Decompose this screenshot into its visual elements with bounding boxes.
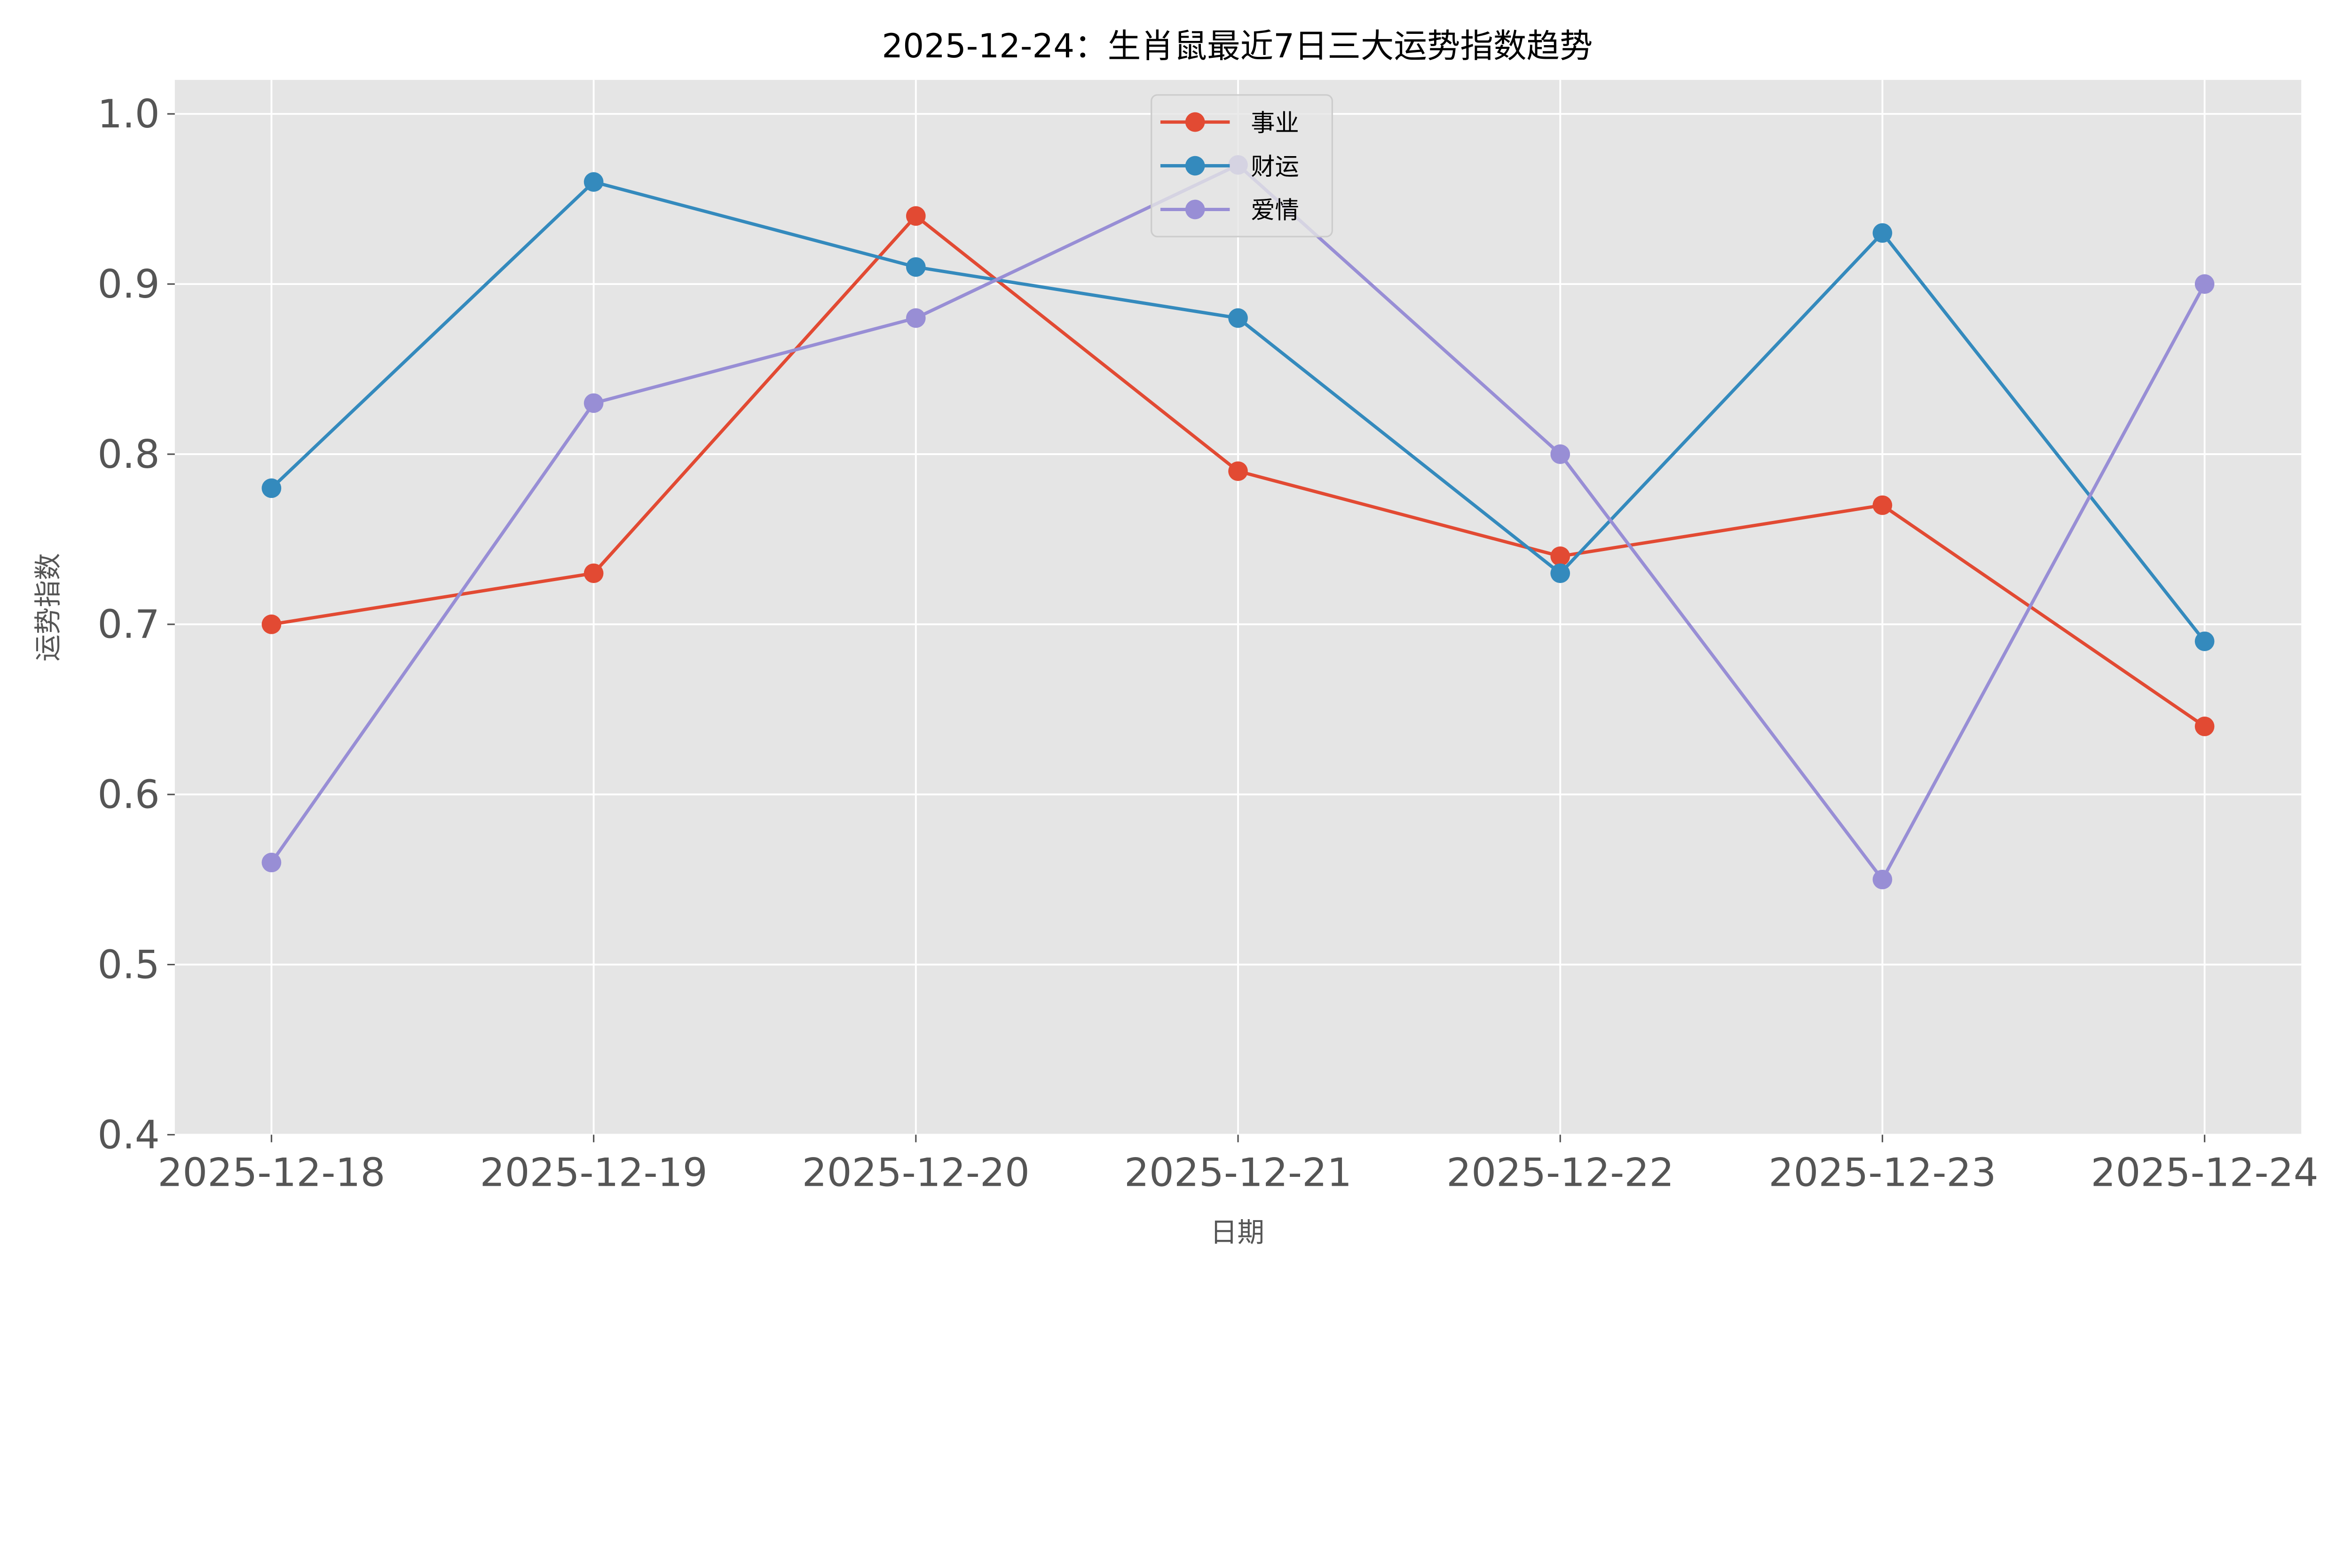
x-tick-label: 2025-12-23 xyxy=(1768,1150,1996,1195)
y-tick-label: 0.8 xyxy=(97,432,160,477)
data-point xyxy=(1872,495,1893,515)
x-tick-labels: 2025-12-18 2025-12-19 2025-12-20 2025-12-21… xyxy=(158,1135,2319,1195)
chart-title: 2025-12-24：生肖鼠最近7日三大运势指数趋势 xyxy=(882,27,1593,65)
data-point xyxy=(2194,631,2215,651)
series-1 xyxy=(261,172,2215,651)
data-point xyxy=(584,172,604,192)
line-chart: 2025-12-24：生肖鼠最近7日三大运势指数趋势 2025-12-18 202… xyxy=(32,27,2319,1248)
x-tick-label: 2025-12-19 xyxy=(480,1150,707,1195)
x-tick-label: 2025-12-21 xyxy=(1124,1150,1352,1195)
series-0 xyxy=(261,206,2215,736)
legend-marker xyxy=(1185,112,1205,132)
x-tick-label: 2025-12-20 xyxy=(802,1150,1030,1195)
y-tick-labels: 0.4 0.5 0.6 0.7 0.8 0.9 1.0 xyxy=(97,91,175,1158)
legend-marker xyxy=(1185,199,1205,220)
data-point xyxy=(1550,546,1570,566)
data-point xyxy=(906,206,926,226)
legend-label: 财运 xyxy=(1251,153,1299,181)
data-point xyxy=(261,478,282,498)
data-point xyxy=(2194,274,2215,294)
y-axis-label: 运势指数 xyxy=(32,553,64,662)
x-tick-label: 2025-12-22 xyxy=(1446,1150,1674,1195)
legend-label: 爱情 xyxy=(1251,197,1299,225)
x-axis-label: 日期 xyxy=(1210,1216,1264,1248)
data-point xyxy=(261,852,282,873)
data-point xyxy=(261,615,282,634)
data-point xyxy=(906,257,926,277)
y-tick-label: 0.7 xyxy=(97,602,160,647)
x-tick-label: 2025-12-18 xyxy=(158,1150,385,1195)
data-point xyxy=(2194,717,2215,736)
y-tick-label: 0.4 xyxy=(97,1112,160,1158)
legend-marker xyxy=(1185,156,1205,176)
data-point xyxy=(1872,223,1893,243)
x-tick-label: 2025-12-24 xyxy=(2091,1150,2319,1195)
legend-label: 事业 xyxy=(1251,109,1299,137)
data-point xyxy=(584,393,604,413)
data-point xyxy=(584,563,604,583)
y-tick-label: 1.0 xyxy=(97,91,160,137)
data-point xyxy=(1228,461,1248,481)
data-point xyxy=(1550,563,1570,583)
data-point xyxy=(1872,869,1893,890)
y-tick-label: 0.6 xyxy=(97,772,160,818)
data-point xyxy=(1550,444,1570,464)
data-point xyxy=(906,308,926,328)
data-point xyxy=(1228,308,1248,328)
y-tick-label: 0.5 xyxy=(97,942,160,987)
y-tick-label: 0.9 xyxy=(97,261,160,307)
